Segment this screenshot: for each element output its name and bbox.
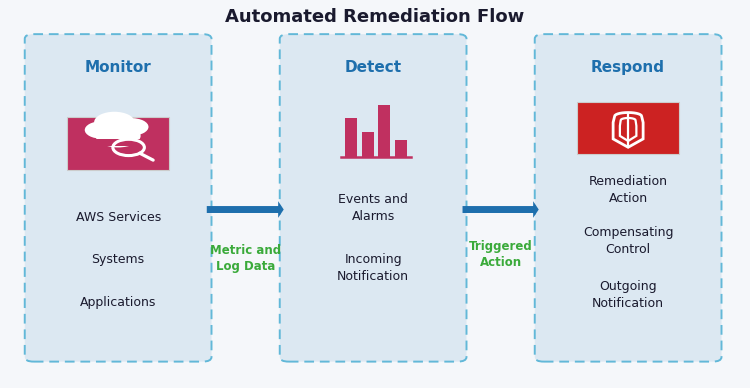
Text: Incoming
Notification: Incoming Notification — [338, 253, 410, 283]
Text: Respond: Respond — [591, 61, 665, 75]
Bar — [345, 118, 357, 157]
Bar — [378, 105, 390, 157]
Text: Metric and
Log Data: Metric and Log Data — [210, 244, 280, 272]
FancyBboxPatch shape — [25, 34, 211, 362]
FancyBboxPatch shape — [535, 34, 722, 362]
Text: Applications: Applications — [80, 296, 156, 309]
Ellipse shape — [115, 118, 148, 135]
Text: Systems: Systems — [92, 253, 145, 267]
FancyBboxPatch shape — [578, 102, 680, 154]
Text: Compensating
Control: Compensating Control — [583, 225, 674, 256]
Text: Automated Remediation Flow: Automated Remediation Flow — [225, 9, 525, 26]
Text: Triggered
Action: Triggered Action — [470, 240, 532, 268]
Ellipse shape — [96, 124, 141, 147]
Bar — [362, 132, 374, 157]
FancyBboxPatch shape — [68, 117, 170, 170]
Text: Outgoing
Notification: Outgoing Notification — [592, 280, 664, 310]
Text: AWS Services: AWS Services — [76, 211, 160, 224]
Text: Remediation
Action: Remediation Action — [589, 175, 668, 205]
Text: Detect: Detect — [344, 61, 402, 75]
FancyBboxPatch shape — [280, 34, 466, 362]
Text: Monitor: Monitor — [85, 61, 152, 75]
Text: Events and
Alarms: Events and Alarms — [338, 192, 408, 223]
Bar — [394, 140, 406, 157]
Ellipse shape — [94, 112, 135, 133]
FancyBboxPatch shape — [90, 139, 147, 146]
Ellipse shape — [85, 121, 118, 139]
